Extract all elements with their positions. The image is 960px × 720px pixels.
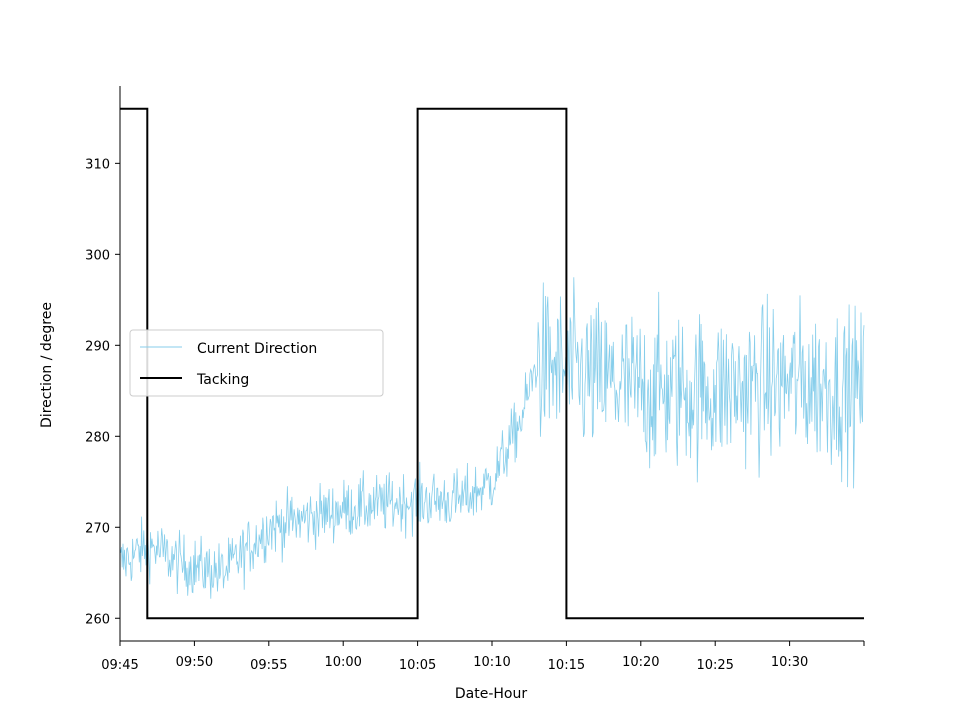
y-tick-label: 270: [85, 521, 110, 536]
x-axis-label: Date-Hour: [455, 686, 527, 702]
x-ticks: 09:45 09:50 09:55 10:00 10:05 10:10 10:15 10:20…: [101, 641, 865, 673]
x-tick-label: 09:55: [250, 658, 287, 673]
x-tick-label: 10:10: [473, 655, 510, 670]
legend: Current Direction Tacking: [129, 329, 384, 397]
y-tick-label: 280: [85, 430, 110, 445]
x-tick-label: 10:15: [548, 658, 585, 673]
x-tick-label: 10:00: [324, 655, 361, 670]
legend-label-tacking: Tacking: [196, 372, 249, 388]
y-ticks: 260 270 280 290 300 310: [85, 157, 120, 627]
legend-label-current: Current Direction: [197, 341, 317, 357]
current-direction-line: [119, 277, 865, 599]
y-axis-label: Direction / degree: [39, 302, 55, 428]
x-tick-label: 10:25: [696, 658, 733, 673]
y-tick-label: 290: [85, 339, 110, 354]
tacking-line: [120, 107, 864, 620]
tacking-series: [120, 107, 864, 620]
x-tick-label: 09:45: [101, 658, 138, 673]
x-tick-label: 10:20: [622, 655, 659, 670]
plot-area: [119, 107, 865, 620]
x-tick-label: 10:30: [771, 655, 808, 670]
current-direction-series: [119, 277, 865, 599]
y-tick-label: 260: [85, 612, 110, 627]
legend-box: [129, 329, 384, 397]
x-tick-label: 10:05: [399, 658, 436, 673]
y-tick-label: 300: [85, 248, 110, 263]
y-tick-label: 310: [85, 157, 110, 172]
x-tick-label: 09:50: [176, 655, 213, 670]
